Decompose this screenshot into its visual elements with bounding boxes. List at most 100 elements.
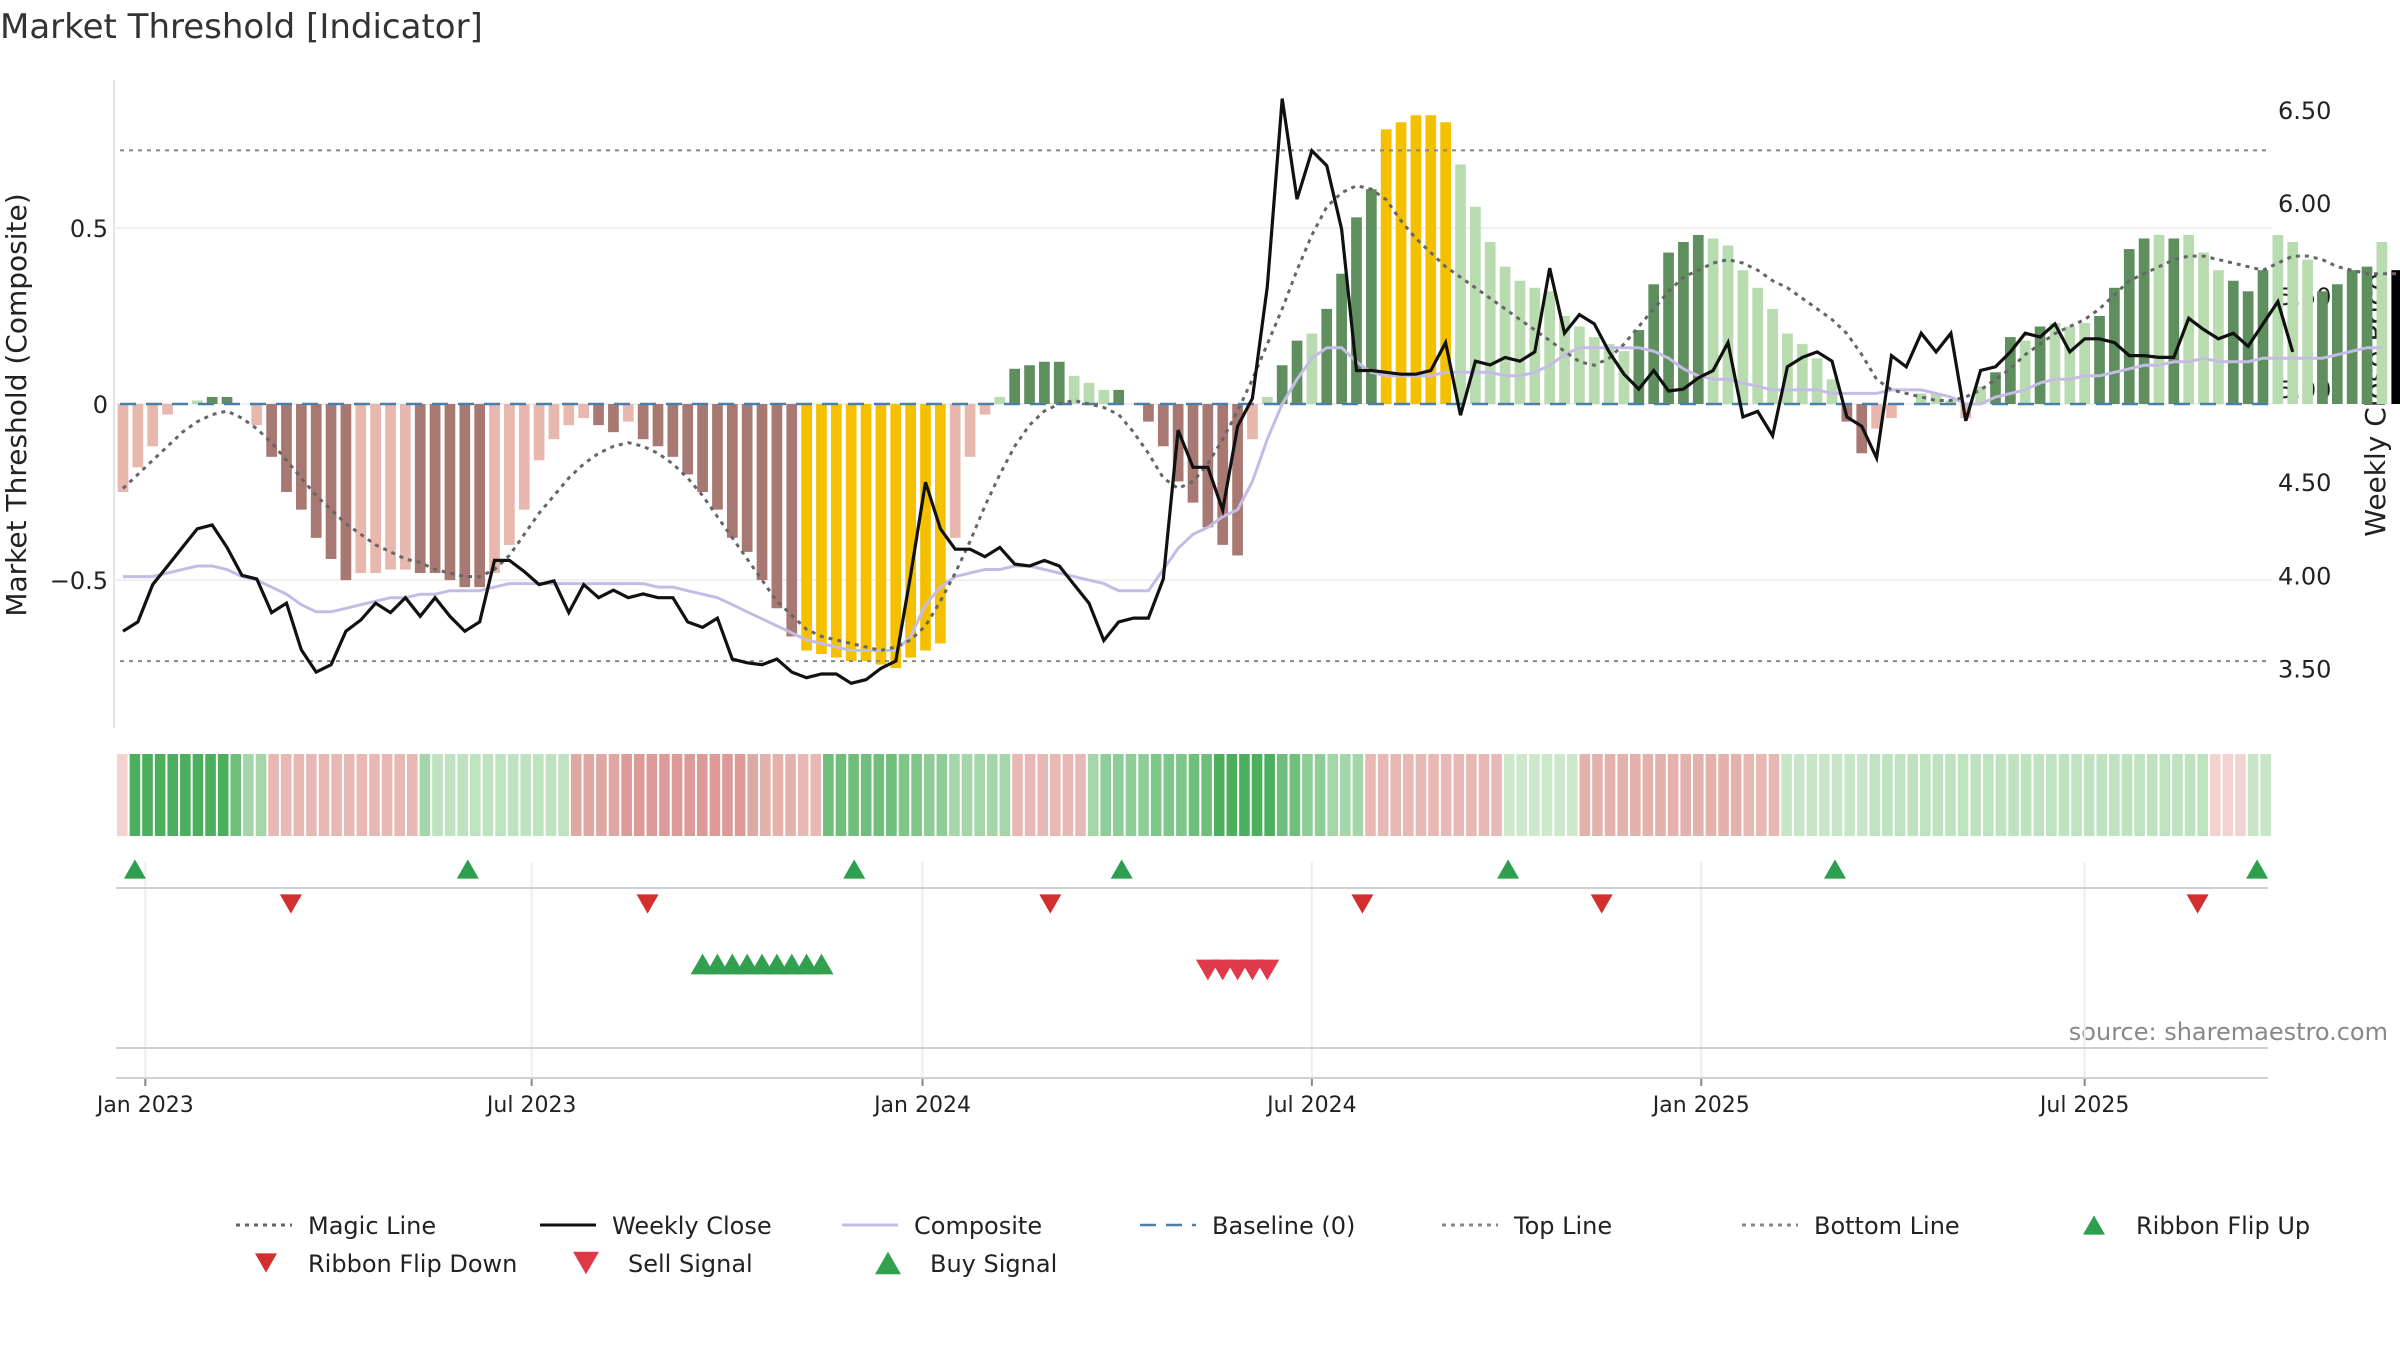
ribbon-cell — [1705, 754, 1717, 836]
ribbon-cell — [1062, 754, 1074, 836]
composite-bar — [1559, 315, 1570, 404]
ribbon-cell — [1604, 754, 1616, 836]
ribbon-cell — [142, 754, 153, 836]
ribbon-cell — [306, 754, 317, 836]
ribbon-cell — [785, 754, 796, 836]
ribbon-cell — [1415, 754, 1427, 836]
ribbon-cell — [2184, 754, 2196, 836]
weekly-close-line — [122, 98, 2295, 686]
ribbon-cell — [1075, 754, 1086, 836]
ribbon-flip-down-marker — [279, 894, 302, 914]
ribbon-cell — [1491, 754, 1502, 836]
legend-swatch — [255, 1253, 277, 1273]
composite-bar — [414, 404, 426, 574]
composite-bar — [1113, 389, 1125, 404]
legend-item: Top Line — [1442, 1212, 1612, 1240]
composite-bar — [890, 404, 902, 669]
ribbon-cell — [823, 754, 834, 836]
composite-bar — [1574, 326, 1585, 404]
legend-swatch — [875, 1251, 901, 1275]
ribbon-cell — [583, 754, 595, 836]
legend-item: Buy Signal — [875, 1250, 1057, 1278]
composite-bar — [682, 404, 694, 475]
ribbon-cell — [394, 754, 405, 836]
composite-bar — [622, 404, 634, 422]
composite-bar — [2019, 340, 2031, 404]
composite-bar — [1722, 245, 1734, 404]
ribbon-flip-down-marker — [636, 894, 659, 914]
legend-item: Weekly Close — [540, 1212, 772, 1240]
composite-bar — [1306, 333, 1318, 404]
ribbon-cell — [1629, 754, 1641, 836]
composite-bar — [429, 404, 441, 574]
ribbon-cell — [1024, 754, 1036, 836]
ribbon-cell — [1213, 754, 1225, 836]
ribbon-cell — [520, 754, 532, 836]
composite-bar — [1886, 404, 1897, 419]
ribbon-cell — [2247, 754, 2259, 836]
composite-bar — [1633, 330, 1645, 404]
ribbon-cell — [1869, 754, 1881, 836]
composite-bar — [2123, 249, 2135, 404]
ribbon-cell — [482, 754, 494, 836]
ribbon-cell — [873, 754, 885, 836]
composite-bar — [2317, 291, 2328, 404]
composite-bar — [548, 404, 560, 440]
composite-bar — [400, 404, 411, 570]
composite-bar — [1692, 234, 1704, 404]
composite-bar — [2153, 234, 2165, 404]
ribbon-cell — [1957, 754, 1969, 836]
ribbon-flip-down-marker — [2186, 894, 2209, 914]
ribbon-cell — [1113, 754, 1124, 836]
ribbon-cell — [2083, 754, 2095, 836]
legend-label: Sell Signal — [628, 1250, 753, 1278]
composite-bar — [1083, 382, 1095, 404]
ribbon-cell — [1667, 754, 1679, 836]
composite-bar — [1276, 365, 1288, 404]
composite-bar — [1470, 206, 1481, 404]
composite-bar — [652, 404, 664, 447]
legend-label: Ribbon Flip Down — [308, 1250, 517, 1278]
composite-bar — [2227, 280, 2239, 404]
composite-bar — [162, 404, 173, 415]
ribbon-cell — [1466, 754, 1477, 836]
composite-bar — [2138, 238, 2150, 404]
composite-bar — [1068, 375, 1080, 404]
composite-bar — [459, 404, 471, 588]
composite-bar — [1365, 189, 1377, 404]
ribbon-cell — [432, 754, 443, 836]
ribbon-cell — [343, 754, 355, 836]
ribbon-cell — [734, 754, 746, 836]
composite-bar — [2391, 270, 2400, 404]
composite-bar — [1187, 404, 1199, 503]
ribbon-cell — [684, 754, 695, 836]
composite-bar — [875, 404, 887, 665]
composite-bar — [385, 404, 396, 570]
ribbon-cell — [1150, 754, 1162, 836]
composite-bar — [2049, 323, 2061, 404]
ribbon-cell — [608, 754, 620, 836]
ribbon-cell — [356, 754, 368, 836]
ribbon-cell — [268, 754, 279, 836]
composite-bar — [786, 404, 798, 637]
composite-bar — [1960, 404, 1972, 419]
x-tick-label: Jul 2024 — [1265, 1093, 1357, 1118]
composite-bar — [295, 404, 307, 510]
composite-bar — [504, 404, 515, 545]
composite-bar — [1811, 358, 1823, 404]
ribbon-cell — [1503, 754, 1515, 836]
legend-label: Composite — [914, 1212, 1042, 1240]
ribbon-cell — [2046, 754, 2057, 836]
legend-label: Ribbon Flip Up — [2136, 1212, 2310, 1240]
composite-bar — [1871, 404, 1882, 429]
ribbon-cell — [2134, 754, 2145, 836]
composite-bar — [1098, 389, 1110, 404]
ribbon-cell — [1856, 754, 1868, 836]
ribbon-cell — [1239, 754, 1250, 836]
ribbon-cell — [1592, 754, 1603, 836]
ribbon-cell — [1188, 754, 1200, 836]
composite-bar — [905, 404, 916, 658]
ribbon-cell — [280, 754, 292, 836]
ribbon-cell — [1428, 754, 1439, 836]
chart-plot-layer: −0.500.53.504.004.505.005.506.006.50Jan … — [50, 80, 2400, 1278]
